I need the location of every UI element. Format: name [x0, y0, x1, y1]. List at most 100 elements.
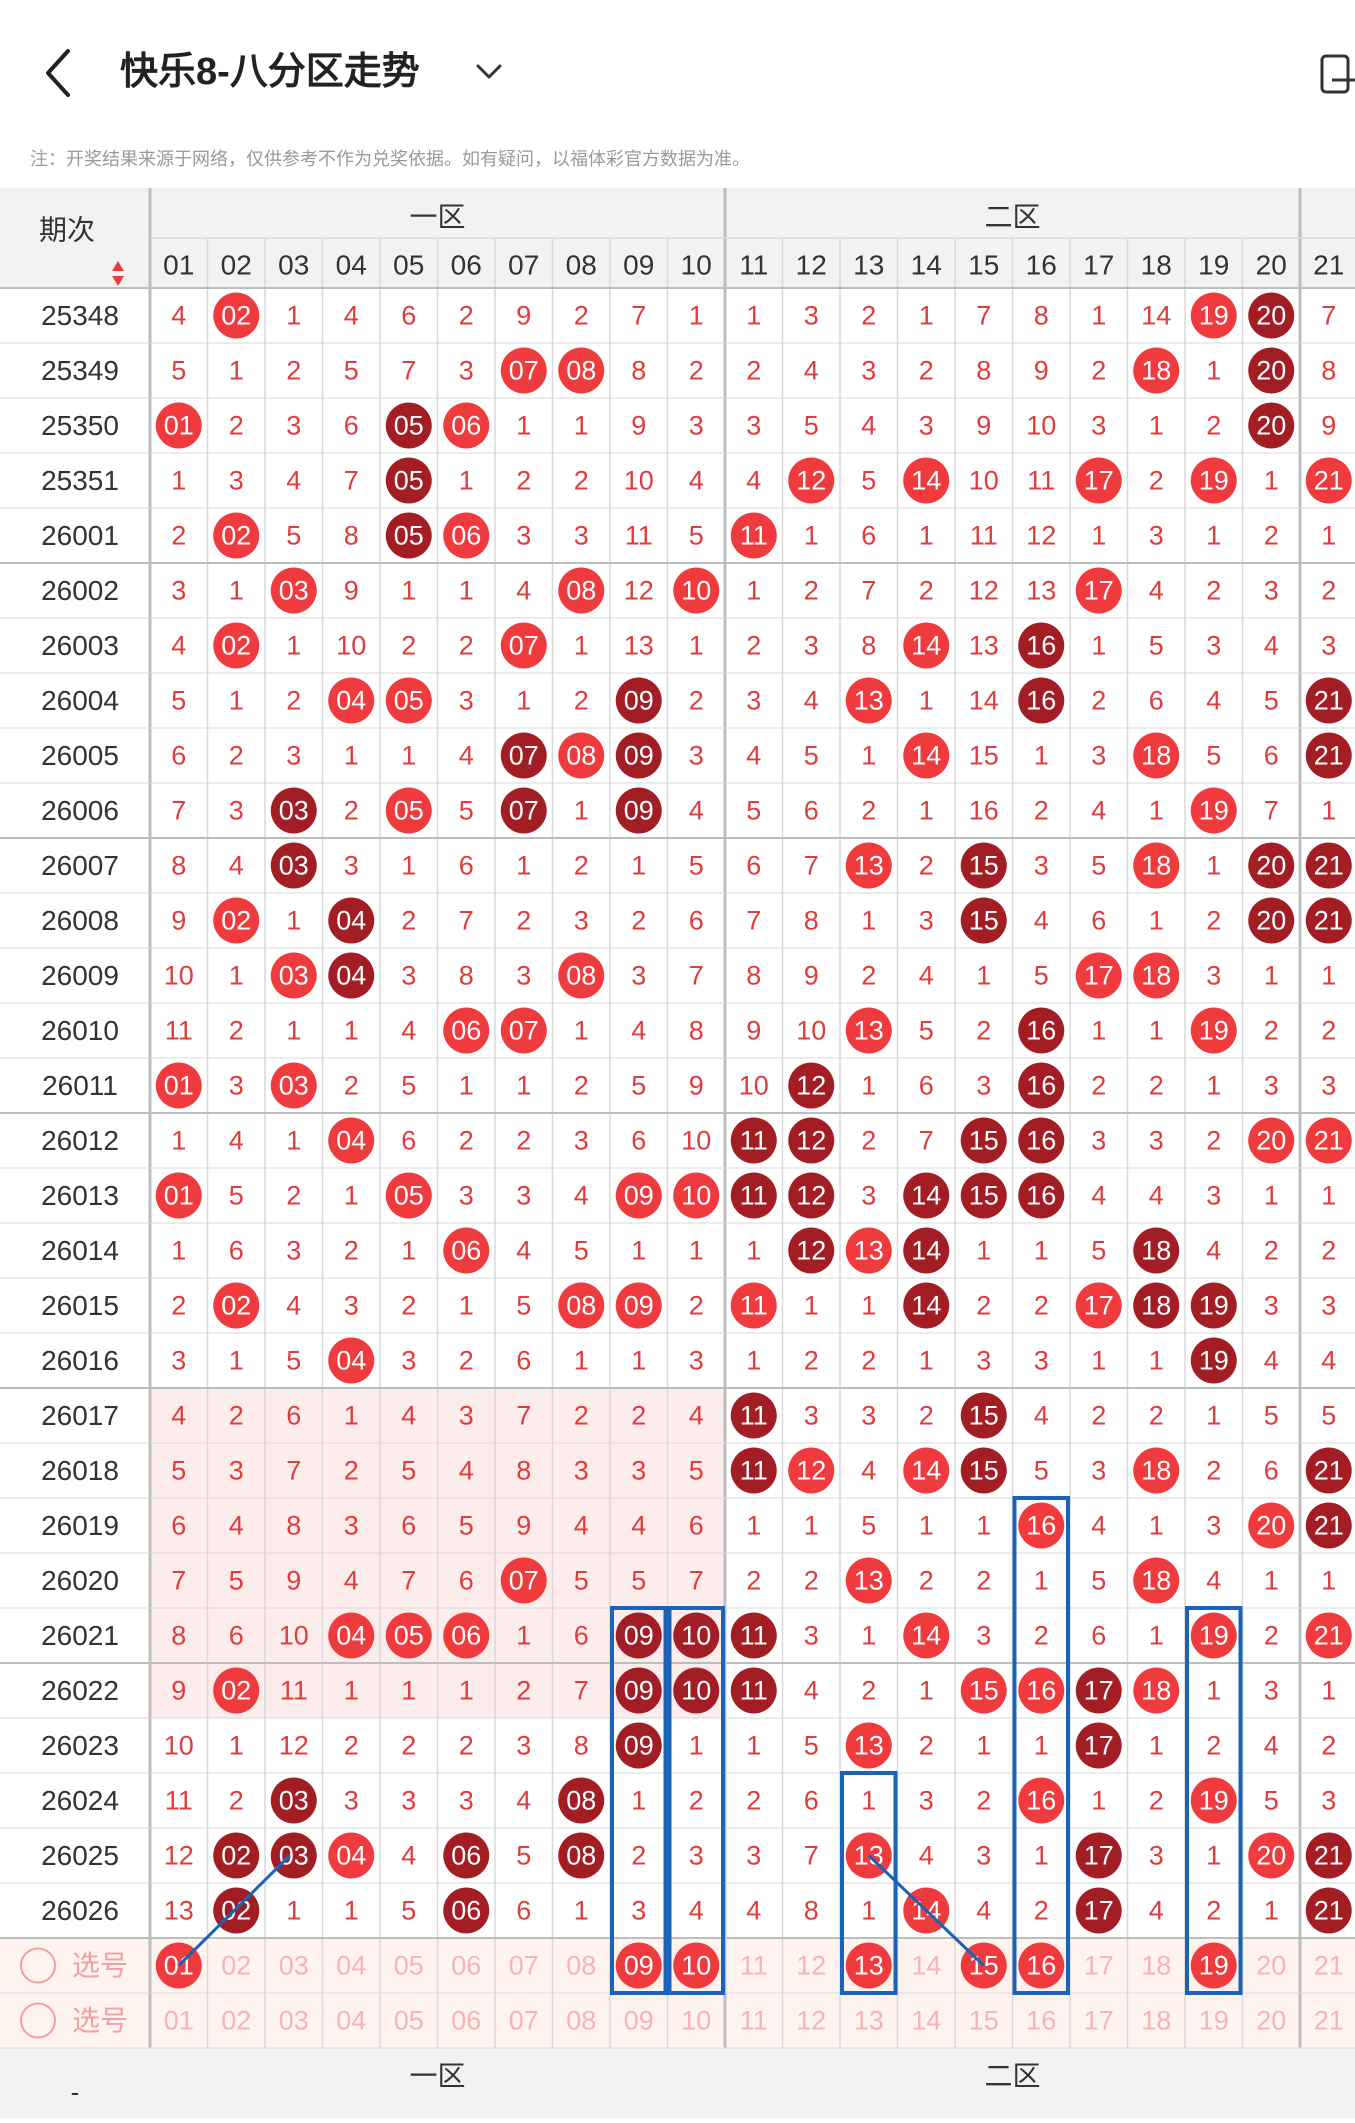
omission-cell: 4 — [1091, 796, 1106, 826]
omission-cell: 4 — [171, 1401, 186, 1431]
hit-ball — [730, 1612, 777, 1659]
hit-ball — [1248, 402, 1295, 449]
omission-cell: 2 — [1206, 1896, 1221, 1926]
hit-ball — [730, 1447, 777, 1494]
selected-number[interactable]: 09 — [624, 1951, 654, 1981]
omission-cell: 1 — [1321, 521, 1336, 551]
select-option[interactable]: 21 — [1314, 2006, 1344, 2036]
select-option[interactable]: 16 — [1026, 2006, 1056, 2036]
selected-number[interactable]: 16 — [1026, 1951, 1056, 1981]
select-option[interactable]: 17 — [1084, 1951, 1114, 1981]
omission-cell: 1 — [1149, 1511, 1164, 1541]
select-option[interactable]: 05 — [394, 1951, 424, 1981]
omission-cell: 3 — [516, 1731, 531, 1761]
omission-cell: 3 — [286, 741, 301, 771]
omission-cell: 5 — [286, 1346, 301, 1376]
select-option[interactable]: 12 — [796, 1951, 826, 1981]
select-option[interactable]: 07 — [509, 1951, 539, 1981]
select-option[interactable]: 17 — [1084, 2006, 1114, 2036]
hit-number: 21 — [1314, 1456, 1344, 1486]
chevron-down-icon[interactable] — [474, 56, 504, 86]
hit-ball — [385, 677, 432, 724]
select-radio[interactable] — [20, 2002, 56, 2039]
omission-cell: 2 — [746, 1786, 761, 1816]
omission-cell: 1 — [344, 1401, 359, 1431]
omission-cell: 3 — [919, 906, 934, 936]
hit-ball — [443, 1887, 490, 1934]
omission-cell: 1 — [1321, 961, 1336, 991]
sort-up-icon[interactable] — [112, 261, 124, 271]
select-option[interactable]: 21 — [1314, 1951, 1344, 1981]
omission-cell: 3 — [459, 356, 474, 386]
select-label[interactable]: 选号 — [72, 2005, 128, 2036]
select-option[interactable]: 14 — [911, 1951, 941, 1981]
select-option[interactable]: 13 — [854, 2006, 884, 2036]
select-option[interactable]: 03 — [279, 1951, 309, 1981]
back-arrow-icon[interactable] — [40, 45, 80, 101]
select-option[interactable]: 08 — [566, 2006, 596, 2036]
sort-down-icon[interactable] — [112, 276, 124, 286]
hit-ball — [1018, 1502, 1065, 1549]
select-option[interactable]: 12 — [796, 2006, 826, 2036]
selected-ball[interactable] — [1190, 1942, 1237, 1989]
selected-ball[interactable] — [845, 1942, 892, 1989]
select-radio[interactable] — [20, 1947, 56, 1984]
selected-ball[interactable] — [615, 1942, 662, 1989]
select-option[interactable]: 01 — [164, 2006, 194, 2036]
omission-cell: 11 — [280, 1676, 308, 1706]
omission-cell: 2 — [919, 1731, 934, 1761]
selected-number[interactable]: 10 — [681, 1951, 711, 1981]
omission-cell: 9 — [171, 906, 186, 936]
select-option[interactable]: 18 — [1141, 1951, 1171, 1981]
hit-ball — [385, 457, 432, 504]
select-option[interactable]: 09 — [624, 2006, 654, 2036]
omission-cell: 4 — [804, 356, 819, 386]
select-option[interactable]: 02 — [221, 2006, 251, 2036]
omission-cell: 3 — [804, 301, 819, 331]
omission-cell: 1 — [631, 1346, 646, 1376]
hit-ball — [270, 842, 317, 889]
select-option[interactable]: 05 — [394, 2006, 424, 2036]
select-option[interactable]: 20 — [1256, 1951, 1286, 1981]
select-option[interactable]: 06 — [451, 1951, 481, 1981]
hit-number: 21 — [1314, 1126, 1344, 1156]
omission-cell: 2 — [1149, 1071, 1164, 1101]
select-option[interactable]: 15 — [969, 2006, 999, 2036]
omission-cell: 3 — [1149, 1841, 1164, 1871]
omission-cell: 1 — [286, 906, 301, 936]
select-option[interactable]: 03 — [279, 2006, 309, 2036]
selected-number[interactable]: 19 — [1199, 1951, 1229, 1981]
selected-ball[interactable] — [1018, 1942, 1065, 1989]
select-option[interactable]: 02 — [221, 1951, 251, 1981]
hit-ball — [845, 1557, 892, 1604]
select-option[interactable]: 04 — [336, 1951, 366, 1981]
hit-ball — [1305, 1612, 1352, 1659]
select-option[interactable]: 11 — [740, 1951, 768, 1981]
hit-ball — [1305, 1887, 1352, 1934]
select-option[interactable]: 10 — [681, 2006, 711, 2036]
select-option[interactable]: 19 — [1199, 2006, 1229, 2036]
share-icon[interactable] — [1318, 52, 1355, 98]
omission-cell: 1 — [1034, 741, 1049, 771]
omission-cell: 2 — [861, 1676, 876, 1706]
select-option[interactable]: 18 — [1141, 2006, 1171, 2036]
select-option[interactable]: 06 — [451, 2006, 481, 2036]
page-title[interactable]: 快乐8-八分区走势 — [120, 51, 420, 93]
select-option[interactable]: 07 — [509, 2006, 539, 2036]
select-option[interactable]: 08 — [566, 1951, 596, 1981]
selected-ball[interactable] — [673, 1942, 720, 1989]
hit-ball — [443, 512, 490, 559]
select-label[interactable]: 选号 — [72, 1950, 128, 1981]
hit-number: 16 — [1026, 1126, 1056, 1156]
omission-cell: 1 — [574, 1016, 589, 1046]
select-option[interactable]: 20 — [1256, 2006, 1286, 2036]
selected-number[interactable]: 13 — [854, 1951, 884, 1981]
omission-cell: 5 — [746, 796, 761, 826]
omission-cell: 4 — [286, 1291, 301, 1321]
omission-cell: 2 — [1264, 521, 1279, 551]
select-option[interactable]: 11 — [740, 2006, 768, 2036]
select-option[interactable]: 14 — [911, 2006, 941, 2036]
select-option[interactable]: 04 — [336, 2006, 366, 2036]
hit-ball — [270, 1832, 317, 1879]
omission-cell: 7 — [689, 961, 704, 991]
